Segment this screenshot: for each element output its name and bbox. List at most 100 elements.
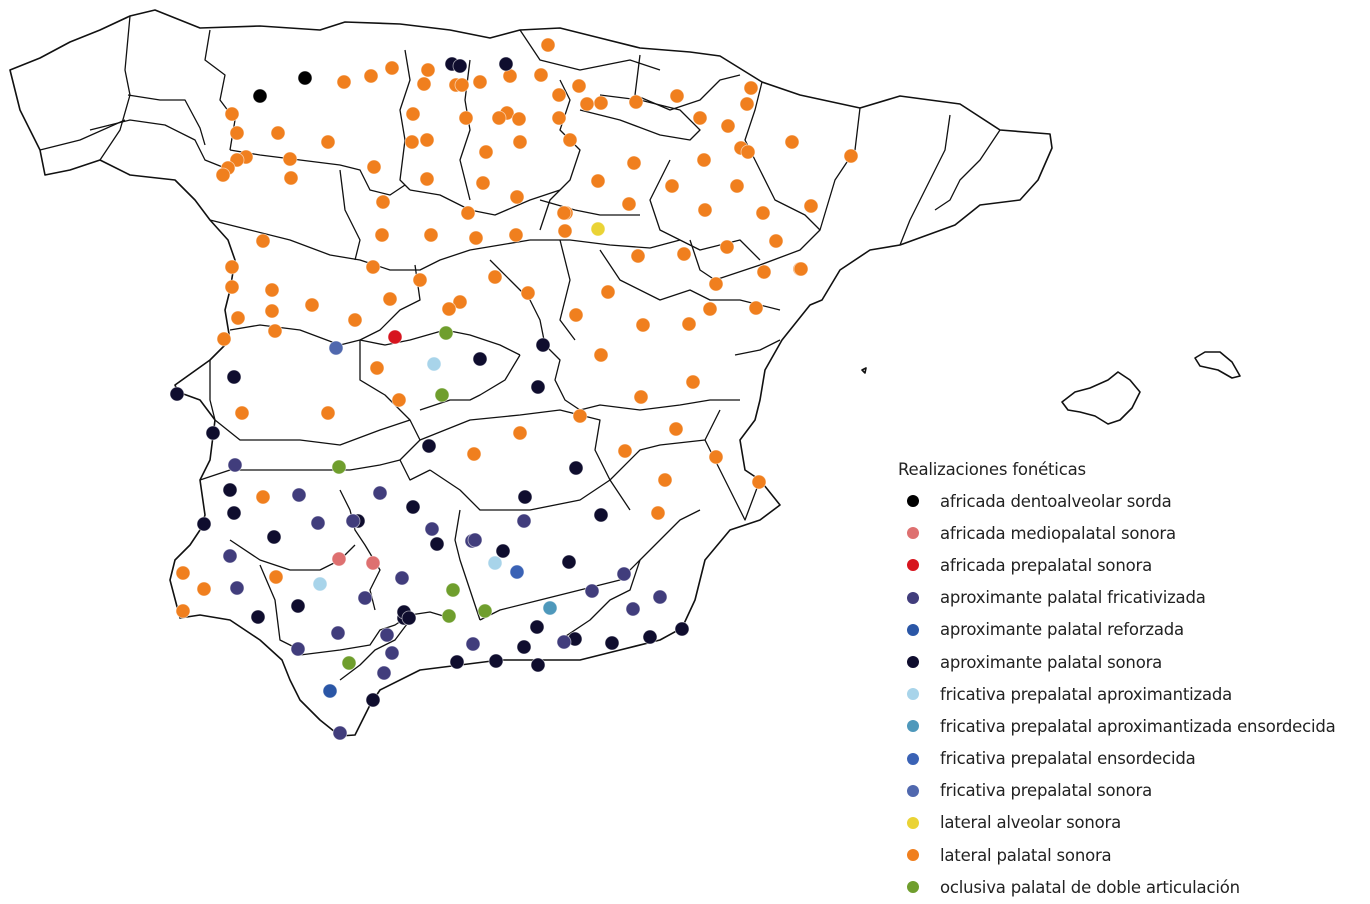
point-lps: [416, 76, 432, 92]
point-lps: [460, 205, 476, 221]
point-lps: [216, 331, 232, 347]
point-lps: [697, 202, 713, 218]
point-lps: [229, 125, 245, 141]
point-apso: [642, 629, 658, 645]
legend-item-aps: africada prepalatal sonora: [898, 549, 1336, 581]
legend-label: africada prepalatal sonora: [940, 555, 1152, 575]
point-lps: [487, 269, 503, 285]
point-apf: [384, 645, 400, 661]
point-lps: [230, 310, 246, 326]
point-apso: [516, 639, 532, 655]
legend-swatch-icon: [907, 688, 919, 701]
point-fpae: [542, 600, 558, 616]
point-apf: [424, 521, 440, 537]
point-apf: [584, 583, 600, 599]
legend-label: lateral palatal sonora: [940, 845, 1112, 865]
point-fpa: [426, 356, 442, 372]
point-apso: [290, 598, 306, 614]
legend-item-fpa: fricativa prepalatal aproximantizada: [898, 678, 1336, 710]
point-lps: [593, 95, 609, 111]
point-lps: [175, 565, 191, 581]
legend-item-las: lateral alveolar sonora: [898, 807, 1336, 839]
point-apr: [322, 683, 338, 699]
point-lps: [768, 233, 784, 249]
legend-label: fricativa prepalatal ensordecida: [940, 749, 1196, 769]
point-lps: [571, 78, 587, 94]
point-lps: [374, 227, 390, 243]
province-borders: [39, 15, 1001, 681]
point-apso: [196, 516, 212, 532]
point-lps: [475, 175, 491, 191]
point-apso: [529, 619, 545, 635]
point-apf: [229, 580, 245, 596]
point-apf: [291, 487, 307, 503]
point-apso: [488, 653, 504, 669]
point-apf: [372, 485, 388, 501]
point-apf: [290, 641, 306, 657]
point-lps: [843, 148, 859, 164]
point-apso: [530, 379, 546, 395]
point-fpe: [509, 564, 525, 580]
point-apso: [365, 692, 381, 708]
point-lps: [556, 205, 572, 221]
point-lps: [454, 77, 470, 93]
legend-items: africada dentoalveolar sorda africada med…: [898, 485, 1336, 903]
point-lps: [283, 170, 299, 186]
point-apso: [226, 505, 242, 521]
legend-label: fricativa prepalatal aproximantizada: [940, 684, 1233, 704]
legend-swatch-icon: [907, 784, 919, 797]
point-lps: [366, 159, 382, 175]
point-lps: [533, 67, 549, 83]
point-lps: [617, 443, 633, 459]
point-lps: [793, 261, 809, 277]
point-lps: [382, 291, 398, 307]
legend-label: fricativa prepalatal sonora: [940, 781, 1153, 801]
point-lps: [419, 132, 435, 148]
point-lps: [234, 405, 250, 421]
legend-item-apr: aproximante palatal reforzada: [898, 614, 1336, 646]
point-aps: [387, 329, 403, 345]
point-lps: [363, 68, 379, 84]
point-lps: [755, 205, 771, 221]
point-apso: [169, 386, 185, 402]
point-lps: [196, 581, 212, 597]
point-lps: [384, 60, 400, 76]
point-apso: [517, 489, 533, 505]
point-lps: [692, 110, 708, 126]
point-lps: [282, 151, 298, 167]
point-lps: [224, 279, 240, 295]
point-apf: [616, 566, 632, 582]
point-lps: [391, 392, 407, 408]
point-lps: [633, 389, 649, 405]
point-lps: [264, 303, 280, 319]
point-apso: [266, 529, 282, 545]
point-lps: [304, 297, 320, 313]
point-lps: [468, 230, 484, 246]
point-apso: [530, 657, 546, 673]
legend-swatch-icon: [907, 559, 919, 572]
point-apso: [498, 56, 514, 72]
point-lps: [669, 88, 685, 104]
point-opda: [441, 608, 457, 624]
legend-item-fpe: fricativa prepalatal ensordecida: [898, 743, 1336, 775]
legend-swatch-icon: [907, 527, 919, 540]
point-opda: [434, 387, 450, 403]
point-lps: [511, 111, 527, 127]
point-lps: [696, 152, 712, 168]
point-apf: [625, 601, 641, 617]
point-lps: [551, 87, 567, 103]
ibiza-outline: [861, 367, 867, 374]
point-lps: [593, 347, 609, 363]
point-lps: [458, 110, 474, 126]
point-lps: [664, 178, 680, 194]
point-lps: [420, 62, 436, 78]
point-lps: [452, 294, 468, 310]
point-apso: [250, 609, 266, 625]
point-lps: [375, 194, 391, 210]
point-lps: [404, 134, 420, 150]
point-lps: [676, 246, 692, 262]
legend-label: fricativa prepalatal aproximantizada ens…: [940, 716, 1336, 736]
legend-swatch-icon: [907, 720, 919, 733]
legend-item-fpae: fricativa prepalatal aproximantizada ens…: [898, 710, 1336, 742]
point-apf: [516, 513, 532, 529]
